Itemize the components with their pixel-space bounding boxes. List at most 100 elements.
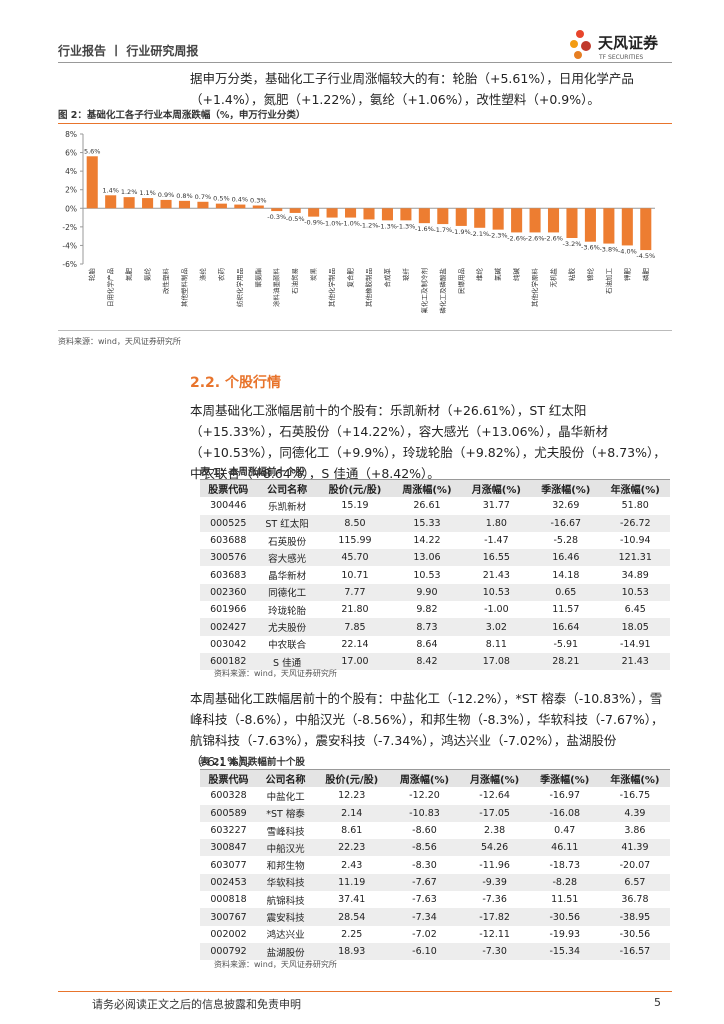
- table-cell: 10.53: [413, 569, 441, 581]
- table-cell: -5.91: [553, 638, 579, 650]
- table-cell: 10.53: [600, 583, 670, 602]
- page-number: 5: [654, 996, 661, 1009]
- data-label: 1.2%: [121, 188, 138, 196]
- table-cell: 000525: [200, 514, 257, 532]
- table-cell: -8.60: [412, 825, 437, 837]
- table-cell: -8.30: [412, 859, 437, 871]
- data-label: 0.5%: [213, 195, 230, 203]
- bar: [160, 199, 172, 209]
- table-cell: 鸿达兴业: [266, 930, 305, 942]
- table-cell: 7.85: [317, 618, 393, 636]
- y-tick-label: 8%: [65, 130, 77, 139]
- table-row: 603688 石英股份 115.99 14.22 -1.47 -5.28 -10.94: [200, 532, 670, 549]
- table-cell: -7.34: [389, 908, 460, 926]
- table-cell: -12.20: [409, 790, 440, 802]
- footer-rule: [58, 991, 672, 992]
- table-cell: -16.75: [619, 790, 651, 802]
- table-cell: -16.97: [549, 790, 581, 802]
- data-label: -3.8%: [599, 246, 618, 254]
- table-cell: 6.57: [599, 873, 670, 892]
- table-cell: -12.11: [479, 928, 510, 940]
- logo-dot: [581, 41, 591, 51]
- table: 股票代码 公司名称 股价(元/股) 周涨幅(%) 月涨幅(%) 季涨幅(%) 年涨幅(%) 3…: [200, 479, 670, 671]
- x-tick-label: 纺织化学用品: [235, 268, 244, 307]
- table-cell: 2.38: [484, 825, 506, 837]
- table-cell: 002453: [200, 873, 258, 892]
- data-label: -1.9%: [452, 228, 471, 236]
- x-tick-label: 涤纶: [198, 268, 207, 282]
- table-cell: ST 红太阳: [256, 514, 318, 532]
- table-cell: 华软科技: [257, 873, 315, 892]
- table-cell: 000792: [200, 942, 258, 961]
- data-label: 0.4%: [232, 196, 249, 204]
- table-cell: 10.71: [341, 569, 369, 581]
- table-row: 600182 S 佳通 17.00 8.42 17.08 28.21 21.43: [200, 652, 670, 671]
- header-cell: 月涨幅(%): [461, 479, 532, 498]
- header-cell: 年涨幅(%): [599, 769, 670, 788]
- table-cell: 0.65: [531, 583, 601, 602]
- bar: [345, 208, 357, 218]
- table-cell: 中盐化工: [266, 791, 305, 803]
- table-cell: -7.30: [459, 942, 530, 961]
- table-cell: -10.94: [619, 535, 651, 547]
- x-tick-label: 复合肥: [346, 268, 355, 288]
- x-tick-label: 日用化学产品: [106, 268, 115, 307]
- table-cell: 600182: [200, 652, 257, 671]
- table-cell: 9.82: [416, 604, 438, 616]
- table-cell: -16.08: [529, 804, 600, 822]
- table-cell: 603077: [210, 859, 247, 871]
- header-title: 行业报告 丨 行业研究周报: [58, 44, 199, 58]
- table-row: 600589 *ST 榕泰 2.14 -10.83 -17.05 -16.08 4.39: [200, 804, 670, 822]
- table-cell: 31.77: [482, 500, 510, 512]
- bar: [640, 208, 652, 251]
- table-cell: S 佳通: [256, 652, 318, 671]
- table-cell: 10.53: [461, 583, 532, 602]
- header-row: 股票代码 公司名称 股价(元/股) 周涨幅(%) 月涨幅(%) 季涨幅(%) 年涨幅(%): [200, 769, 670, 788]
- table-cell: 21.80: [341, 604, 369, 616]
- figure-rule: [58, 330, 672, 331]
- y-tick-label: 4%: [65, 167, 77, 176]
- header-cell: 公司名称: [256, 479, 318, 498]
- table-cell: 2.43: [341, 859, 363, 871]
- table-cell: -17.82: [459, 908, 530, 926]
- table-cell: 17.08: [461, 652, 532, 671]
- bar: [492, 208, 504, 230]
- table-cell: 002360: [200, 583, 257, 602]
- table-cell: 中农联合: [268, 640, 307, 652]
- bar: [197, 201, 209, 209]
- data-label: 0.3%: [250, 197, 267, 205]
- data-label: -0.9%: [304, 219, 323, 227]
- x-tick-label: 磷肥: [641, 268, 650, 282]
- x-tick-label: 涂料油墨颜料: [272, 268, 281, 308]
- table-cell: 600328: [210, 790, 247, 802]
- table-cell: 603688: [210, 535, 247, 547]
- logo-dot: [574, 51, 582, 59]
- data-label: -1.2%: [360, 221, 379, 229]
- x-tick-label: 其他塑料制品: [179, 268, 188, 307]
- table-cell: 11.57: [552, 604, 580, 616]
- table-cell: 晶华新材: [268, 571, 307, 583]
- table-row: 000818 航锦科技 37.41 -7.63 -7.36 11.51 36.78: [200, 891, 670, 908]
- table-cell: 11.51: [551, 894, 579, 906]
- header-cell: 股票代码: [200, 769, 258, 788]
- table-cell: 26.61: [413, 500, 441, 512]
- x-tick-label: 氮肥: [124, 268, 133, 282]
- header-cell: 季涨幅(%): [531, 479, 601, 498]
- table-cell: 115.99: [338, 535, 372, 547]
- data-label: 5.6%: [84, 147, 101, 155]
- table-cell: 16.55: [461, 549, 532, 567]
- logo-en: TF SECURITIES: [598, 54, 643, 61]
- table-cell: 盐湖股份: [257, 942, 315, 961]
- table-row: 603683 晶华新材 10.71 10.53 21.43 14.18 34.89: [200, 566, 670, 583]
- table-cell: 1.80: [461, 514, 532, 532]
- paragraph: 本周基础化工涨幅居前十的个股有：乐凯新材（+26.61%），ST 红太阳（+15…: [190, 403, 666, 481]
- y-tick-label: -6%: [62, 260, 77, 269]
- table-cell: 雪峰科技: [266, 826, 305, 838]
- data-label: -3.2%: [563, 240, 582, 248]
- table-cell: -20.07: [619, 859, 651, 871]
- table-cell: 11.19: [314, 873, 390, 892]
- x-tick-label: 玻纤: [401, 268, 410, 282]
- data-label: -1.6%: [415, 225, 434, 233]
- data-label: -0.3%: [267, 213, 286, 221]
- table-cell: 603227: [210, 825, 247, 837]
